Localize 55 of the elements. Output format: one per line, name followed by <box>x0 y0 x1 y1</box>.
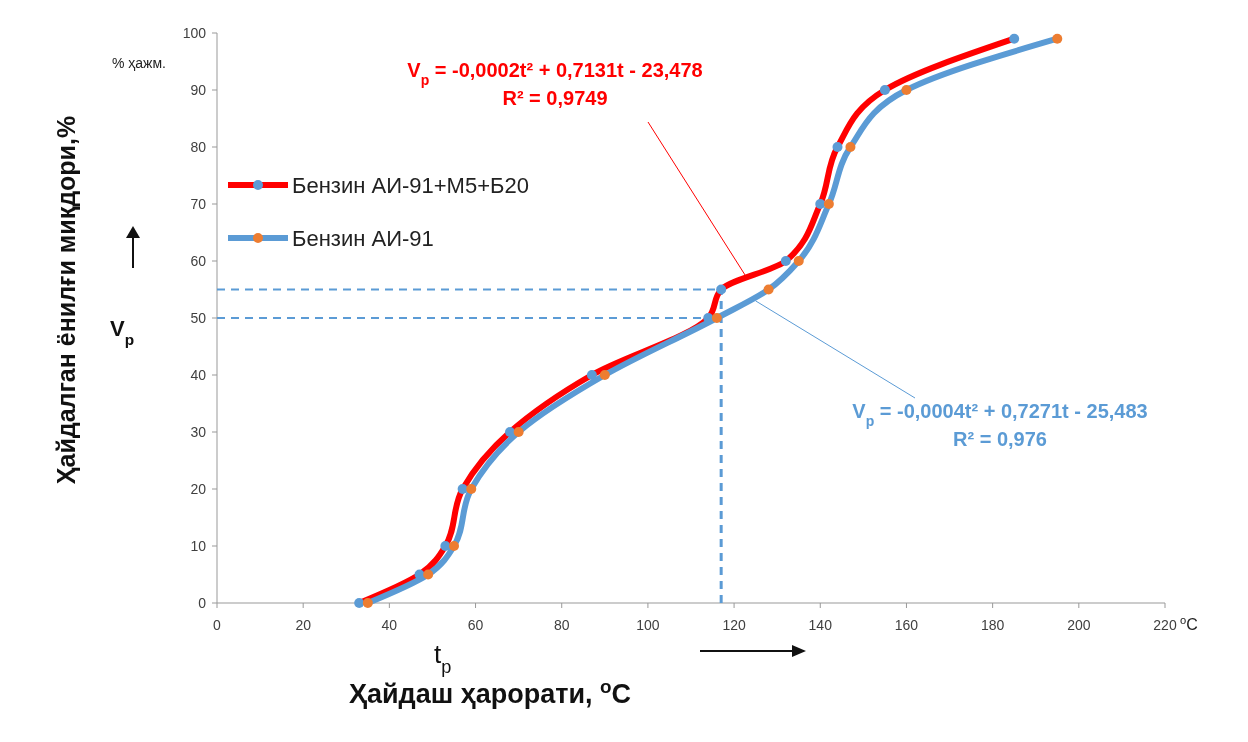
text: t$_{p}$ <box>434 639 452 677</box>
y-axis-title: Ҳайдалган ёнилғи миқдори,% <box>52 115 80 485</box>
point <box>362 598 373 608</box>
y-tick-label: 60 <box>190 253 207 269</box>
y-tick-label: 20 <box>190 481 207 497</box>
y-tick-label: 30 <box>190 424 207 440</box>
point <box>823 199 834 209</box>
point <box>711 313 722 323</box>
point <box>716 284 727 295</box>
annotation: V$_{p}$ = -0,0004t² + 0,7271t - 25,483 R² = 0,976 <box>852 400 1148 450</box>
x-tick-label: 220 <box>1153 617 1177 633</box>
point <box>1052 33 1063 44</box>
x-tick-label: 100 <box>636 617 660 633</box>
point <box>879 85 890 95</box>
x-tick-label: 80 <box>553 617 570 633</box>
x-tick-label: 160 <box>894 617 919 633</box>
text: % ҳажм. <box>112 55 167 71</box>
point <box>832 142 843 152</box>
text: $^{o}$C <box>1180 614 1198 633</box>
y-tick-label: 50 <box>190 310 207 326</box>
point <box>763 284 774 295</box>
y-tick-label: 0 <box>198 595 207 611</box>
x-tick-label: 180 <box>980 617 1005 633</box>
y-tick-label: 100 <box>182 25 207 41</box>
x-tick-label: 120 <box>722 617 746 633</box>
y-tick-label: 70 <box>190 196 207 212</box>
point <box>599 370 610 380</box>
point <box>457 484 468 494</box>
x-tick-label: 200 <box>1067 617 1091 633</box>
point <box>1009 33 1020 44</box>
text: V$_{p}$ <box>110 316 135 348</box>
point <box>466 484 477 494</box>
y-tick-label: 40 <box>190 367 207 383</box>
point <box>793 256 804 266</box>
point <box>780 256 791 266</box>
y-tick-label: 10 <box>190 538 207 554</box>
annotation: V$_{p}$ = -0,0002t² + 0,7131t - 23,478 R² = 0,9749 <box>407 59 703 109</box>
legend-label: Бензин АИ-91+М5+Б20 <box>292 173 529 198</box>
x-tick-label: 0 <box>213 617 222 633</box>
y-tick-label: 80 <box>190 139 207 155</box>
x-tick-label: 40 <box>381 617 398 633</box>
point <box>845 142 856 152</box>
x-tick-label: 140 <box>808 617 833 633</box>
point <box>513 427 524 437</box>
y-tick-label: 90 <box>190 82 207 98</box>
legend-label: Бензин АИ-91 <box>292 226 434 251</box>
point <box>815 199 826 209</box>
point <box>440 541 451 551</box>
x-tick-label: 60 <box>467 617 484 633</box>
point <box>901 85 912 95</box>
point <box>354 598 365 608</box>
point <box>449 541 459 551</box>
x-tick-label: 20 <box>295 617 312 633</box>
point <box>586 370 597 380</box>
point <box>423 569 434 580</box>
